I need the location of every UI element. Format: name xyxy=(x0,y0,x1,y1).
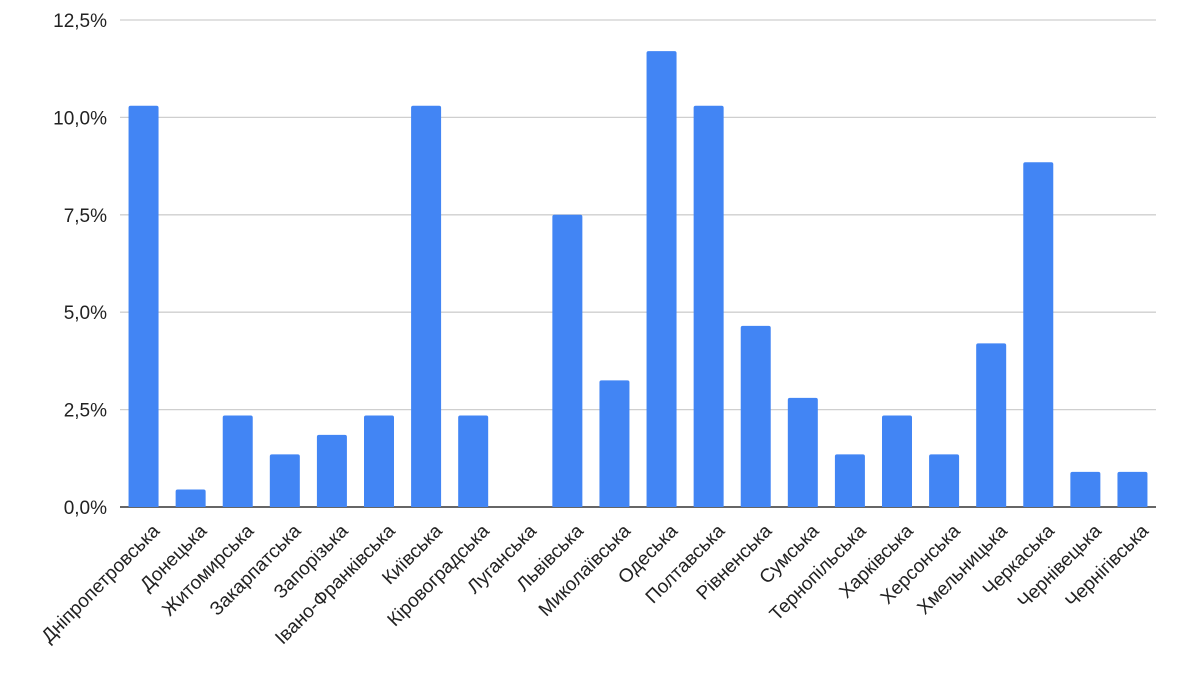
y-tick-label: 5,0% xyxy=(64,303,107,324)
bar-4 xyxy=(269,454,300,507)
y-axis-tick-labels: 0,0% 2,5% 5,0% 7,5% 10,0% 12,5% xyxy=(53,11,107,519)
bar-10 xyxy=(552,214,583,508)
bar-11 xyxy=(599,380,630,507)
y-tick-label: 7,5% xyxy=(64,206,107,227)
x-axis-category-labels: ДніпропетровськаДонецькаЖитомирськаЗакар… xyxy=(38,520,1154,649)
bar-6 xyxy=(364,415,394,507)
bar-21 xyxy=(1070,471,1101,507)
bar-13 xyxy=(693,105,724,507)
y-tick-label: 2,5% xyxy=(64,401,107,422)
bar-22 xyxy=(1117,471,1148,507)
bar-5 xyxy=(316,434,347,507)
bar-20 xyxy=(1023,162,1054,508)
bar-14 xyxy=(740,325,771,507)
x-category-label: Чернігівська xyxy=(1062,520,1154,612)
bar-16 xyxy=(834,454,865,507)
bar-12 xyxy=(646,51,677,507)
bar-2 xyxy=(175,489,206,507)
bar-8 xyxy=(458,415,489,507)
bar-18 xyxy=(929,454,960,507)
y-tick-label: 12,5% xyxy=(53,11,107,32)
bar-15 xyxy=(787,397,818,507)
y-tick-label: 10,0% xyxy=(53,108,107,129)
bar-19 xyxy=(976,343,1007,507)
bar-7 xyxy=(411,105,442,507)
bar-17 xyxy=(882,415,912,507)
bars xyxy=(128,51,1148,508)
bar-3 xyxy=(222,415,253,507)
y-tick-label: 0,0% xyxy=(64,498,107,519)
bar-1 xyxy=(128,105,159,507)
